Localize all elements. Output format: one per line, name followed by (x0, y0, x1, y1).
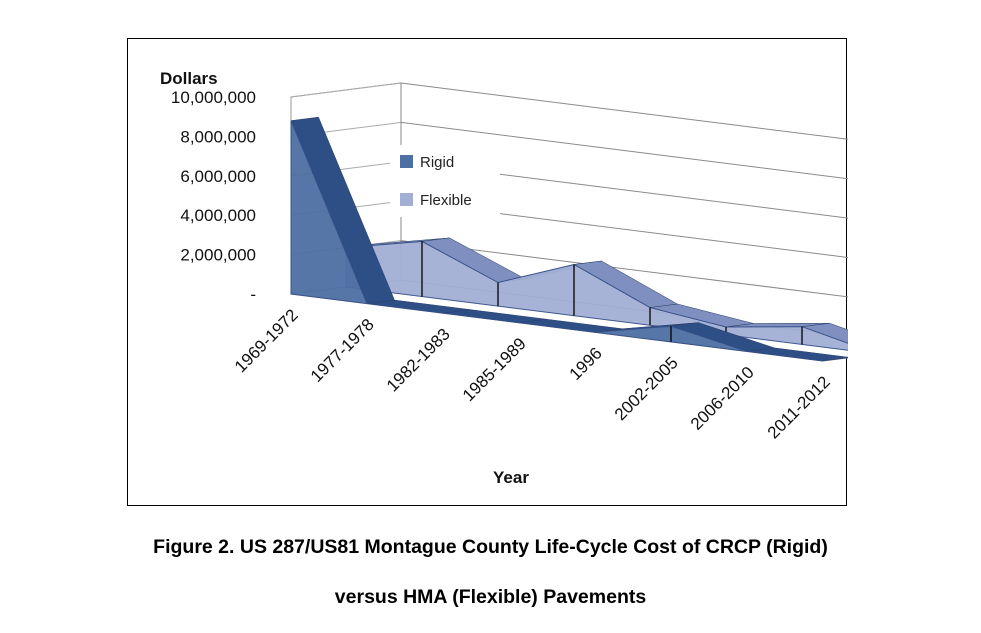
ribbon-top-flexible-6 (801, 322, 848, 344)
y-tick-label-0: 10,000,000 (171, 88, 256, 107)
chart-frame: 10,000,000 8,000,000 6,000,000 4,000,000 2,0… (127, 38, 848, 506)
gridline-back-0 (400, 82, 848, 140)
x-tick-label-7: 2011-2012 (764, 372, 834, 442)
y-axis-ticks: 10,000,000 8,000,000 6,000,000 4,000,000 2,0… (171, 88, 256, 304)
legend-label-rigid: Rigid (420, 154, 454, 171)
area-rigid (290, 120, 824, 362)
x-tick-label-2: 1982-1983 (383, 325, 454, 396)
x-tick-label-0: 1969-1972 (231, 305, 302, 376)
area-flexible (345, 240, 848, 351)
legend: Rigid Flexible (390, 145, 500, 217)
legend-swatch-flexible (400, 193, 413, 206)
x-tick-label-3: 1985-1989 (459, 334, 530, 405)
x-tick-label-6: 2006-2010 (687, 363, 758, 434)
gridline-back-1 (400, 121, 848, 180)
x-tick-label-4: 1996 (566, 344, 606, 384)
y-tick-label-3: 4,000,000 (180, 206, 256, 225)
y-tick-label-2: 6,000,000 (180, 167, 256, 186)
series-rigid (290, 116, 848, 362)
y-tick-label-1: 8,000,000 (180, 127, 256, 146)
series-layer (290, 116, 848, 362)
legend-label-flexible: Flexible (420, 192, 472, 209)
figure-caption-line-2: versus HMA (Flexible) Pavements (334, 586, 647, 608)
gridline-side-0 (290, 82, 402, 98)
x-tick-label-1: 1977-1978 (307, 315, 378, 386)
figure-caption-line-1: Figure 2. US 287/US81 Montague County Li… (153, 536, 828, 558)
y-tick-label-4: 2,000,000 (180, 246, 256, 265)
x-tick-label-5: 2002-2005 (611, 353, 682, 424)
x-axis-title: Year (493, 468, 529, 487)
series-flexible (345, 237, 848, 351)
chart-svg: 10,000,000 8,000,000 6,000,000 4,000,000 2,0… (160, 69, 848, 487)
legend-swatch-rigid (400, 155, 413, 168)
y-axis-title: Dollars (160, 69, 218, 88)
gridline-back-4 (400, 240, 848, 298)
y-tick-label-5: - (250, 285, 256, 304)
